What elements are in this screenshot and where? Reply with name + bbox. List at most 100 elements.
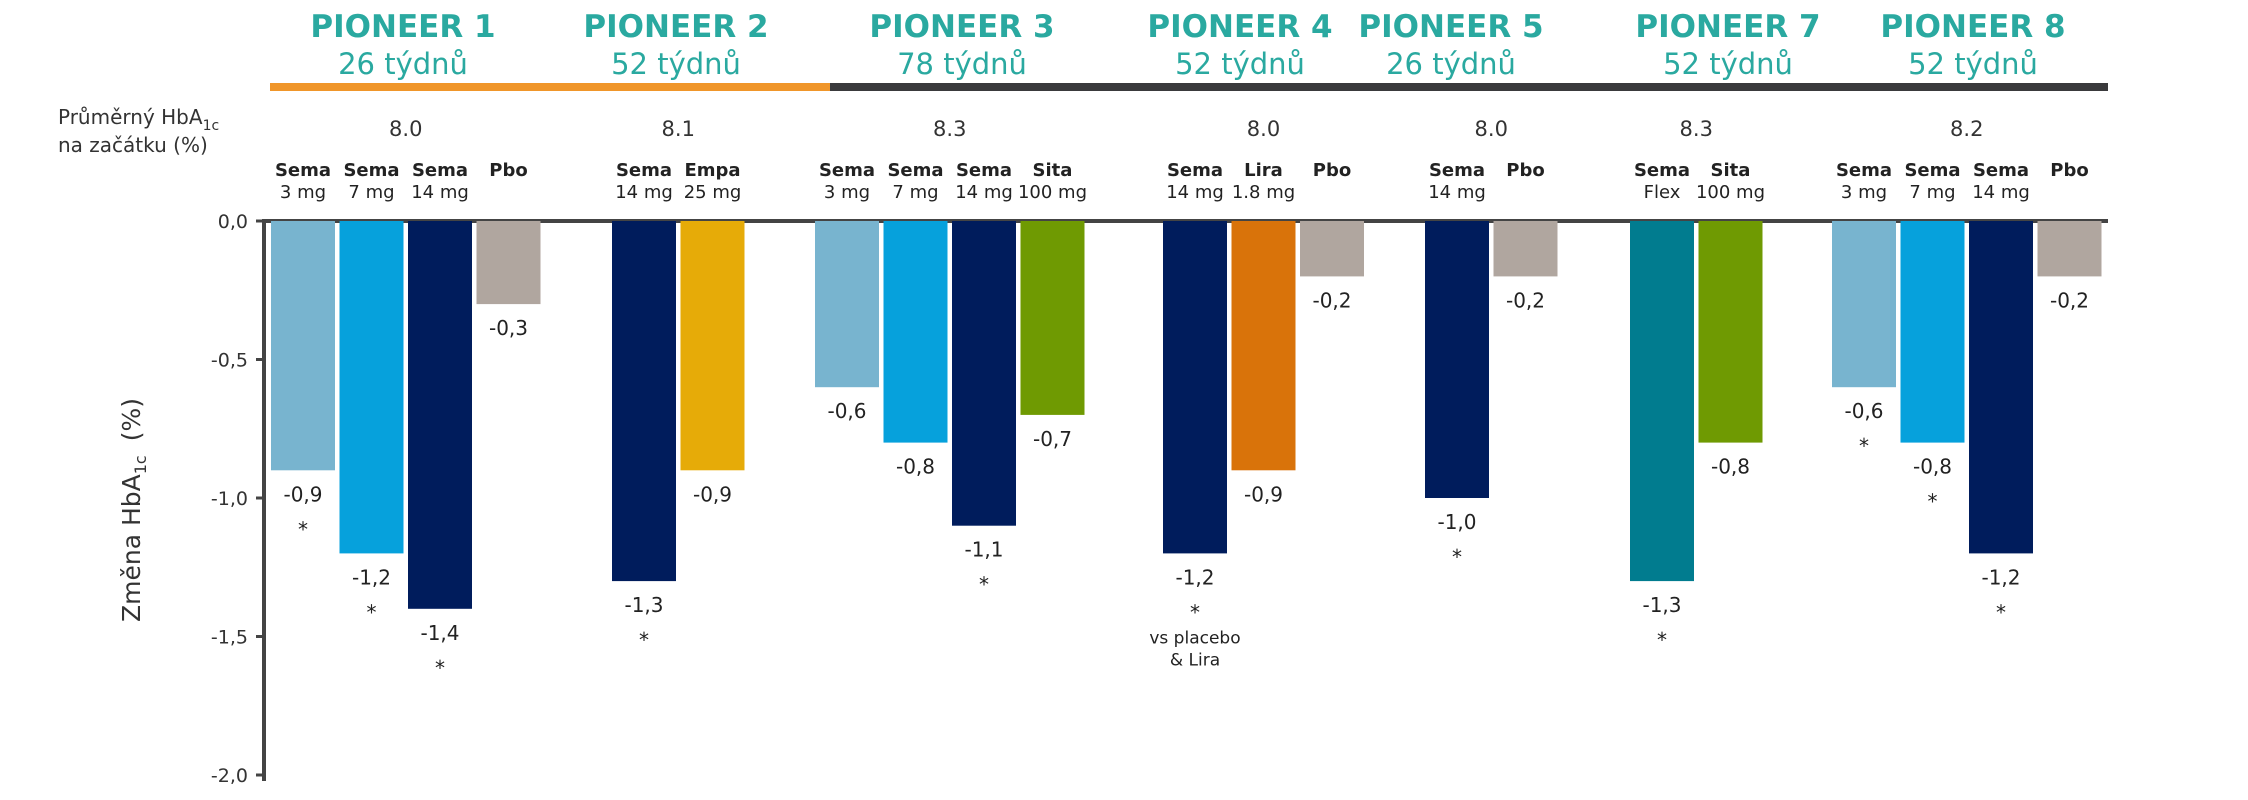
- arm-name: Sema: [1836, 160, 1892, 181]
- value-label: -0,9: [693, 482, 732, 506]
- baseline-value: 8.0: [1247, 117, 1280, 141]
- comparison-note: & Lira: [1170, 650, 1220, 670]
- study-title: PIONEER 1: [310, 9, 495, 45]
- y-tick-label: -1,0: [211, 488, 248, 510]
- value-label: -1,2: [352, 565, 391, 589]
- study-duration: 52 týdnů: [1663, 47, 1793, 81]
- arm-name: Lira: [1244, 160, 1283, 181]
- study-title: PIONEER 5: [1358, 9, 1543, 45]
- arm-dose: 14 mg: [1428, 182, 1486, 203]
- study-duration: 52 týdnů: [1175, 47, 1305, 81]
- baseline-value: 8.2: [1950, 117, 1983, 141]
- duration-bands: [270, 83, 2108, 91]
- value-label: -1,3: [1642, 593, 1681, 617]
- bar: [1163, 221, 1227, 554]
- value-label: -0,9: [283, 482, 322, 506]
- arm-dose: 3 mg: [280, 182, 326, 203]
- significance-marker: *: [1657, 628, 1667, 652]
- baseline-value: 8.0: [1475, 117, 1508, 141]
- arm-name: Sema: [412, 160, 468, 181]
- value-label: -1,4: [420, 621, 459, 645]
- baseline-value: 8.1: [662, 117, 695, 141]
- arm-name: Sema: [887, 160, 943, 181]
- arm-dose: 3 mg: [824, 182, 870, 203]
- arm-name: Pbo: [2050, 160, 2088, 181]
- arm-dose: 14 mg: [615, 182, 673, 203]
- significance-marker: *: [1190, 600, 1200, 624]
- study-title: PIONEER 2: [583, 9, 768, 45]
- bar: [1832, 221, 1896, 388]
- arm-name: Sema: [1167, 160, 1223, 181]
- arm-name: Pbo: [489, 160, 527, 181]
- arm-name: Sema: [956, 160, 1012, 181]
- arm-name: Sita: [1033, 160, 1073, 181]
- arm-name: Pbo: [1313, 160, 1351, 181]
- significance-marker: *: [1928, 490, 1938, 514]
- value-label: -1,2: [1981, 565, 2020, 589]
- baseline-row: Průměrný HbA1c na začátku (%) 8.0 8.1 8.3 8…: [58, 105, 1983, 157]
- bar: [883, 221, 948, 443]
- study-duration: 52 týdnů: [1908, 47, 2038, 81]
- value-label: -1,0: [1437, 510, 1476, 534]
- arm-name: Sema: [819, 160, 875, 181]
- study-duration: 52 týdnů: [611, 47, 741, 81]
- y-axis-label: Změna HbA1c(%): [117, 398, 150, 622]
- arm-name: Pbo: [1506, 160, 1544, 181]
- bar: [815, 221, 879, 388]
- baseline-value: 8.3: [1680, 117, 1713, 141]
- value-labels: -0,9 * -1,2 * -1,4 * -0,3 -1,3 * -0,9 -0,6 -0,8 -1,1…: [283, 288, 2089, 679]
- value-label: -0,8: [1913, 455, 1952, 479]
- value-label: -0,8: [1711, 455, 1750, 479]
- value-label: -0,6: [827, 399, 866, 423]
- study-title: PIONEER 3: [869, 9, 1054, 45]
- arm-dose: 14 mg: [955, 182, 1013, 203]
- value-label: -0,3: [489, 316, 528, 340]
- arm-name: Sema: [1973, 160, 2029, 181]
- value-label: -0,8: [896, 455, 935, 479]
- arm-name: Sita: [1711, 160, 1751, 181]
- arm-dose: 7 mg: [892, 182, 938, 203]
- bar: [1300, 221, 1364, 277]
- arm-name: Sema: [1904, 160, 1960, 181]
- arm-name: Sema: [1429, 160, 1485, 181]
- bar: [1698, 221, 1763, 443]
- bar: [1969, 221, 2033, 554]
- value-label: -0,7: [1033, 427, 1072, 451]
- bar: [1493, 221, 1558, 277]
- bars: [271, 221, 2102, 609]
- arm-dose: 100 mg: [1696, 182, 1765, 203]
- y-tick-label: -2,0: [211, 765, 248, 787]
- bar: [2037, 221, 2102, 277]
- bar: [952, 221, 1016, 526]
- arm-dose: Flex: [1644, 182, 1681, 203]
- study-title: PIONEER 7: [1635, 9, 1820, 45]
- value-label: -0,6: [1844, 399, 1883, 423]
- arm-dose: 7 mg: [1909, 182, 1955, 203]
- arm-name: Sema: [616, 160, 672, 181]
- bar: [1630, 221, 1694, 582]
- arm-dose: 1.8 mg: [1232, 182, 1295, 203]
- significance-marker: *: [435, 656, 445, 680]
- significance-marker: *: [1859, 434, 1869, 458]
- value-label: -0,2: [1506, 288, 1545, 312]
- bar: [680, 221, 745, 471]
- bar: [476, 221, 541, 305]
- arm-dose: 100 mg: [1018, 182, 1087, 203]
- study-duration: 78 týdnů: [897, 47, 1027, 81]
- significance-marker: *: [1996, 600, 2006, 624]
- significance-marker: *: [1452, 545, 1462, 569]
- study-duration: 26 týdnů: [338, 47, 468, 81]
- y-tick-label: -1,5: [211, 627, 248, 649]
- value-label: -0,9: [1244, 482, 1283, 506]
- arm-name: Empa: [684, 160, 740, 181]
- bar: [271, 221, 335, 471]
- bar: [408, 221, 472, 609]
- significance-marker: *: [639, 628, 649, 652]
- arm-name: Sema: [275, 160, 331, 181]
- arm-name: Sema: [343, 160, 399, 181]
- bar: [1231, 221, 1296, 471]
- comparison-note: vs placebo: [1149, 628, 1240, 648]
